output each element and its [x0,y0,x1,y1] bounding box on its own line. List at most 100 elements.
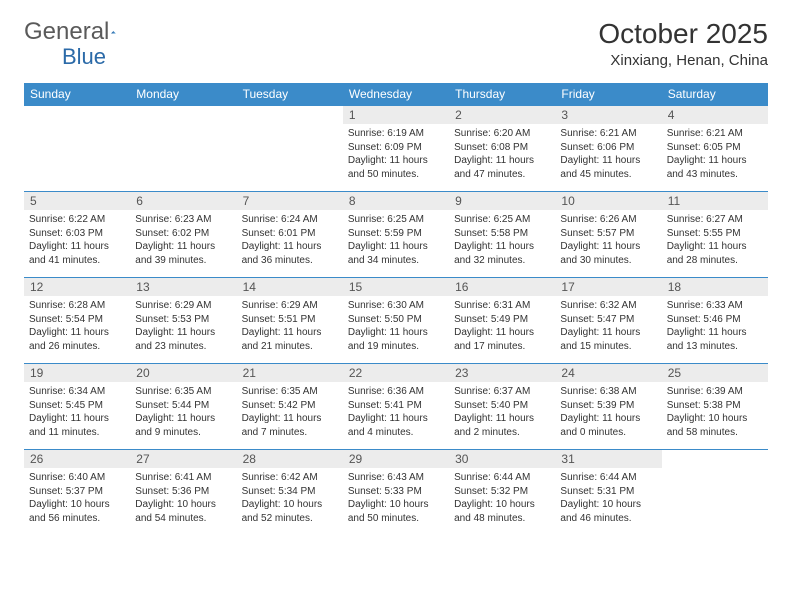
month-title: October 2025 [598,18,768,50]
day-details: Sunrise: 6:41 AMSunset: 5:36 PMDaylight:… [130,468,236,529]
day-number: 22 [343,364,449,382]
day-cell: 25Sunrise: 6:39 AMSunset: 5:38 PMDayligh… [662,364,768,450]
day-details: Sunrise: 6:28 AMSunset: 5:54 PMDaylight:… [24,296,130,357]
day-number: 3 [555,106,661,124]
day-number: 31 [555,450,661,468]
calendar-row: 12Sunrise: 6:28 AMSunset: 5:54 PMDayligh… [24,278,768,364]
day-cell: 9Sunrise: 6:25 AMSunset: 5:58 PMDaylight… [449,192,555,278]
day-number: 20 [130,364,236,382]
day-header: Monday [130,83,236,106]
day-cell: 26Sunrise: 6:40 AMSunset: 5:37 PMDayligh… [24,450,130,536]
day-number: 8 [343,192,449,210]
day-details: Sunrise: 6:31 AMSunset: 5:49 PMDaylight:… [449,296,555,357]
empty-cell [24,106,130,192]
header: General October 2025 Xinxiang, Henan, Ch… [24,18,768,69]
day-details: Sunrise: 6:33 AMSunset: 5:46 PMDaylight:… [662,296,768,357]
day-cell: 2Sunrise: 6:20 AMSunset: 6:08 PMDaylight… [449,106,555,192]
day-number: 26 [24,450,130,468]
day-details: Sunrise: 6:42 AMSunset: 5:34 PMDaylight:… [237,468,343,529]
day-cell: 7Sunrise: 6:24 AMSunset: 6:01 PMDaylight… [237,192,343,278]
day-cell: 23Sunrise: 6:37 AMSunset: 5:40 PMDayligh… [449,364,555,450]
day-details: Sunrise: 6:44 AMSunset: 5:31 PMDaylight:… [555,468,661,529]
day-cell: 28Sunrise: 6:42 AMSunset: 5:34 PMDayligh… [237,450,343,536]
day-cell: 12Sunrise: 6:28 AMSunset: 5:54 PMDayligh… [24,278,130,364]
day-number: 4 [662,106,768,124]
calendar-row: 5Sunrise: 6:22 AMSunset: 6:03 PMDaylight… [24,192,768,278]
day-number: 5 [24,192,130,210]
day-details: Sunrise: 6:39 AMSunset: 5:38 PMDaylight:… [662,382,768,443]
day-cell: 10Sunrise: 6:26 AMSunset: 5:57 PMDayligh… [555,192,661,278]
day-details: Sunrise: 6:35 AMSunset: 5:44 PMDaylight:… [130,382,236,443]
location: Xinxiang, Henan, China [598,52,768,69]
day-details: Sunrise: 6:29 AMSunset: 5:51 PMDaylight:… [237,296,343,357]
title-block: October 2025 Xinxiang, Henan, China [598,18,768,69]
day-number: 24 [555,364,661,382]
day-cell: 14Sunrise: 6:29 AMSunset: 5:51 PMDayligh… [237,278,343,364]
day-cell: 21Sunrise: 6:35 AMSunset: 5:42 PMDayligh… [237,364,343,450]
day-details: Sunrise: 6:23 AMSunset: 6:02 PMDaylight:… [130,210,236,271]
day-details: Sunrise: 6:44 AMSunset: 5:32 PMDaylight:… [449,468,555,529]
day-details: Sunrise: 6:26 AMSunset: 5:57 PMDaylight:… [555,210,661,271]
calendar-row: 26Sunrise: 6:40 AMSunset: 5:37 PMDayligh… [24,450,768,536]
day-details: Sunrise: 6:29 AMSunset: 5:53 PMDaylight:… [130,296,236,357]
logo-triangle-icon [111,22,116,42]
day-details: Sunrise: 6:43 AMSunset: 5:33 PMDaylight:… [343,468,449,529]
day-cell: 30Sunrise: 6:44 AMSunset: 5:32 PMDayligh… [449,450,555,536]
calendar-row: 1Sunrise: 6:19 AMSunset: 6:09 PMDaylight… [24,106,768,192]
day-number: 14 [237,278,343,296]
logo-text-2-wrap: Blue [24,44,106,70]
day-number: 11 [662,192,768,210]
day-cell: 8Sunrise: 6:25 AMSunset: 5:59 PMDaylight… [343,192,449,278]
day-header: Thursday [449,83,555,106]
day-details: Sunrise: 6:37 AMSunset: 5:40 PMDaylight:… [449,382,555,443]
logo-text-1: General [24,18,109,46]
day-header: Saturday [662,83,768,106]
day-number: 1 [343,106,449,124]
day-cell: 16Sunrise: 6:31 AMSunset: 5:49 PMDayligh… [449,278,555,364]
logo-text-2: Blue [62,44,106,69]
day-details: Sunrise: 6:22 AMSunset: 6:03 PMDaylight:… [24,210,130,271]
day-number: 12 [24,278,130,296]
day-details: Sunrise: 6:20 AMSunset: 6:08 PMDaylight:… [449,124,555,185]
logo: General [24,18,139,46]
day-details: Sunrise: 6:30 AMSunset: 5:50 PMDaylight:… [343,296,449,357]
day-details: Sunrise: 6:24 AMSunset: 6:01 PMDaylight:… [237,210,343,271]
calendar-body: 1Sunrise: 6:19 AMSunset: 6:09 PMDaylight… [24,106,768,536]
day-details: Sunrise: 6:35 AMSunset: 5:42 PMDaylight:… [237,382,343,443]
empty-cell [662,450,768,536]
day-cell: 24Sunrise: 6:38 AMSunset: 5:39 PMDayligh… [555,364,661,450]
day-header: Friday [555,83,661,106]
day-cell: 1Sunrise: 6:19 AMSunset: 6:09 PMDaylight… [343,106,449,192]
day-number: 16 [449,278,555,296]
day-header: Tuesday [237,83,343,106]
day-cell: 15Sunrise: 6:30 AMSunset: 5:50 PMDayligh… [343,278,449,364]
day-cell: 29Sunrise: 6:43 AMSunset: 5:33 PMDayligh… [343,450,449,536]
day-details: Sunrise: 6:19 AMSunset: 6:09 PMDaylight:… [343,124,449,185]
day-cell: 19Sunrise: 6:34 AMSunset: 5:45 PMDayligh… [24,364,130,450]
day-cell: 5Sunrise: 6:22 AMSunset: 6:03 PMDaylight… [24,192,130,278]
day-number: 2 [449,106,555,124]
day-number: 15 [343,278,449,296]
day-details: Sunrise: 6:27 AMSunset: 5:55 PMDaylight:… [662,210,768,271]
day-number: 27 [130,450,236,468]
day-details: Sunrise: 6:21 AMSunset: 6:05 PMDaylight:… [662,124,768,185]
day-details: Sunrise: 6:34 AMSunset: 5:45 PMDaylight:… [24,382,130,443]
calendar-table: SundayMondayTuesdayWednesdayThursdayFrid… [24,83,768,536]
day-number: 19 [24,364,130,382]
day-cell: 13Sunrise: 6:29 AMSunset: 5:53 PMDayligh… [130,278,236,364]
day-details: Sunrise: 6:38 AMSunset: 5:39 PMDaylight:… [555,382,661,443]
day-cell: 3Sunrise: 6:21 AMSunset: 6:06 PMDaylight… [555,106,661,192]
day-cell: 22Sunrise: 6:36 AMSunset: 5:41 PMDayligh… [343,364,449,450]
day-number: 17 [555,278,661,296]
day-number: 21 [237,364,343,382]
empty-cell [237,106,343,192]
calendar-head: SundayMondayTuesdayWednesdayThursdayFrid… [24,83,768,106]
day-number: 25 [662,364,768,382]
day-number: 28 [237,450,343,468]
day-number: 13 [130,278,236,296]
day-cell: 18Sunrise: 6:33 AMSunset: 5:46 PMDayligh… [662,278,768,364]
day-cell: 4Sunrise: 6:21 AMSunset: 6:05 PMDaylight… [662,106,768,192]
empty-cell [130,106,236,192]
day-header: Wednesday [343,83,449,106]
day-number: 9 [449,192,555,210]
